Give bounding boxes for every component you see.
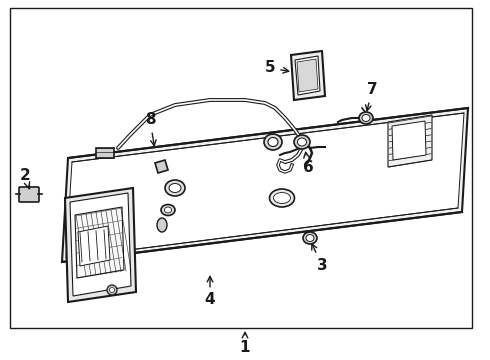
Ellipse shape: [161, 204, 175, 216]
Ellipse shape: [362, 114, 370, 122]
Ellipse shape: [294, 135, 310, 149]
Text: 7: 7: [366, 82, 377, 111]
Ellipse shape: [169, 184, 181, 193]
Ellipse shape: [157, 218, 167, 232]
Polygon shape: [75, 207, 124, 278]
Text: 3: 3: [312, 244, 327, 273]
Text: 8: 8: [145, 112, 156, 146]
FancyBboxPatch shape: [19, 187, 39, 202]
Polygon shape: [66, 113, 464, 258]
Polygon shape: [78, 226, 110, 266]
Ellipse shape: [306, 234, 314, 242]
Polygon shape: [65, 188, 136, 302]
Ellipse shape: [273, 193, 291, 203]
Polygon shape: [291, 51, 325, 100]
FancyBboxPatch shape: [96, 148, 114, 158]
Text: 1: 1: [240, 332, 250, 356]
Ellipse shape: [268, 138, 278, 147]
Polygon shape: [62, 108, 468, 262]
Polygon shape: [70, 193, 131, 296]
Polygon shape: [297, 59, 318, 92]
Text: 2: 2: [20, 168, 30, 189]
Polygon shape: [392, 121, 426, 160]
Ellipse shape: [303, 232, 317, 244]
Ellipse shape: [165, 180, 185, 196]
Circle shape: [107, 285, 117, 295]
Circle shape: [109, 288, 115, 292]
Ellipse shape: [297, 138, 307, 146]
Ellipse shape: [270, 189, 294, 207]
Polygon shape: [388, 115, 432, 167]
Ellipse shape: [165, 207, 172, 213]
Bar: [10, 8, 472, 328]
Ellipse shape: [359, 112, 373, 124]
Ellipse shape: [264, 134, 282, 150]
Text: 4: 4: [205, 276, 215, 307]
Text: 6: 6: [303, 152, 314, 175]
Polygon shape: [155, 160, 168, 173]
Text: 5: 5: [265, 60, 289, 76]
Polygon shape: [295, 56, 320, 95]
